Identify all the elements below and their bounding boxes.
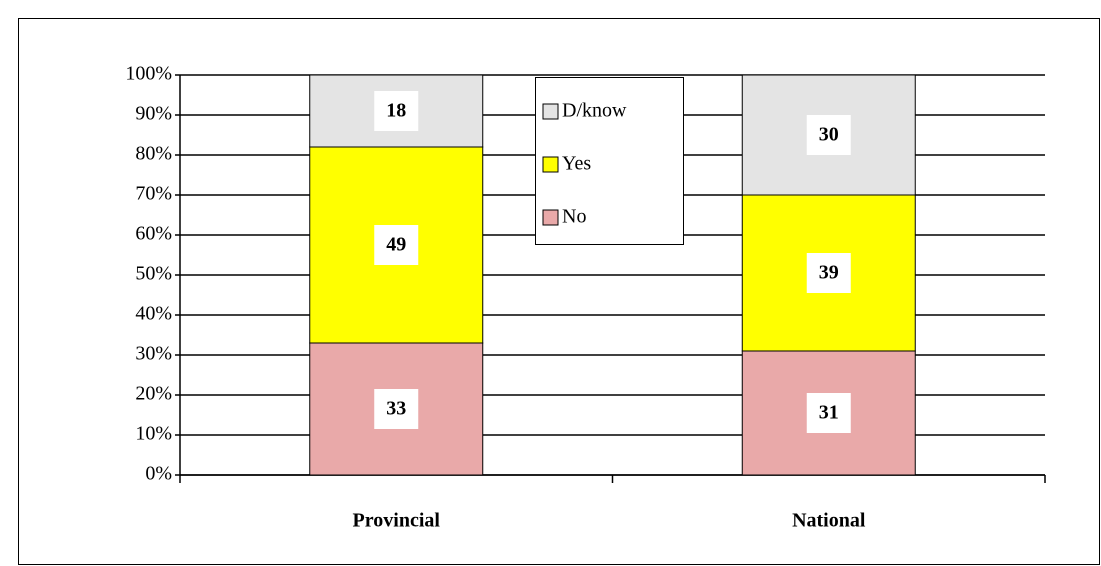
x-tick-label: National	[792, 510, 866, 532]
value-label: 31	[819, 402, 839, 424]
y-tick-label: 50%	[135, 263, 172, 285]
legend-label: D/know	[562, 100, 627, 122]
legend-label: No	[562, 206, 586, 228]
y-tick-label: 20%	[135, 383, 172, 405]
value-label: 18	[386, 100, 406, 122]
value-label: 30	[819, 124, 839, 146]
value-label-bg	[374, 91, 419, 131]
y-tick-label: 90%	[135, 103, 172, 125]
y-tick-label: 60%	[135, 223, 172, 245]
y-tick-label: 80%	[135, 143, 172, 165]
value-label-bg	[806, 115, 851, 155]
legend-swatch	[542, 156, 559, 173]
legend-label: Yes	[562, 153, 591, 175]
value-label-bg	[374, 389, 419, 429]
y-tick-label: 30%	[135, 343, 172, 365]
value-label-bg	[374, 225, 419, 265]
y-tick-label: 40%	[135, 303, 172, 325]
legend-swatch	[542, 209, 559, 226]
value-label: 49	[386, 234, 406, 256]
value-label: 39	[819, 262, 839, 284]
value-label-bg	[806, 393, 851, 433]
y-tick-label: 100%	[125, 63, 172, 85]
y-tick-label: 0%	[145, 463, 172, 485]
y-tick-label: 70%	[135, 183, 172, 205]
legend-swatch	[542, 103, 559, 120]
legend-box	[535, 77, 684, 245]
y-tick-label: 10%	[135, 423, 172, 445]
value-label-bg	[806, 253, 851, 293]
x-tick-label: Provincial	[353, 510, 441, 532]
value-label: 33	[386, 398, 406, 420]
